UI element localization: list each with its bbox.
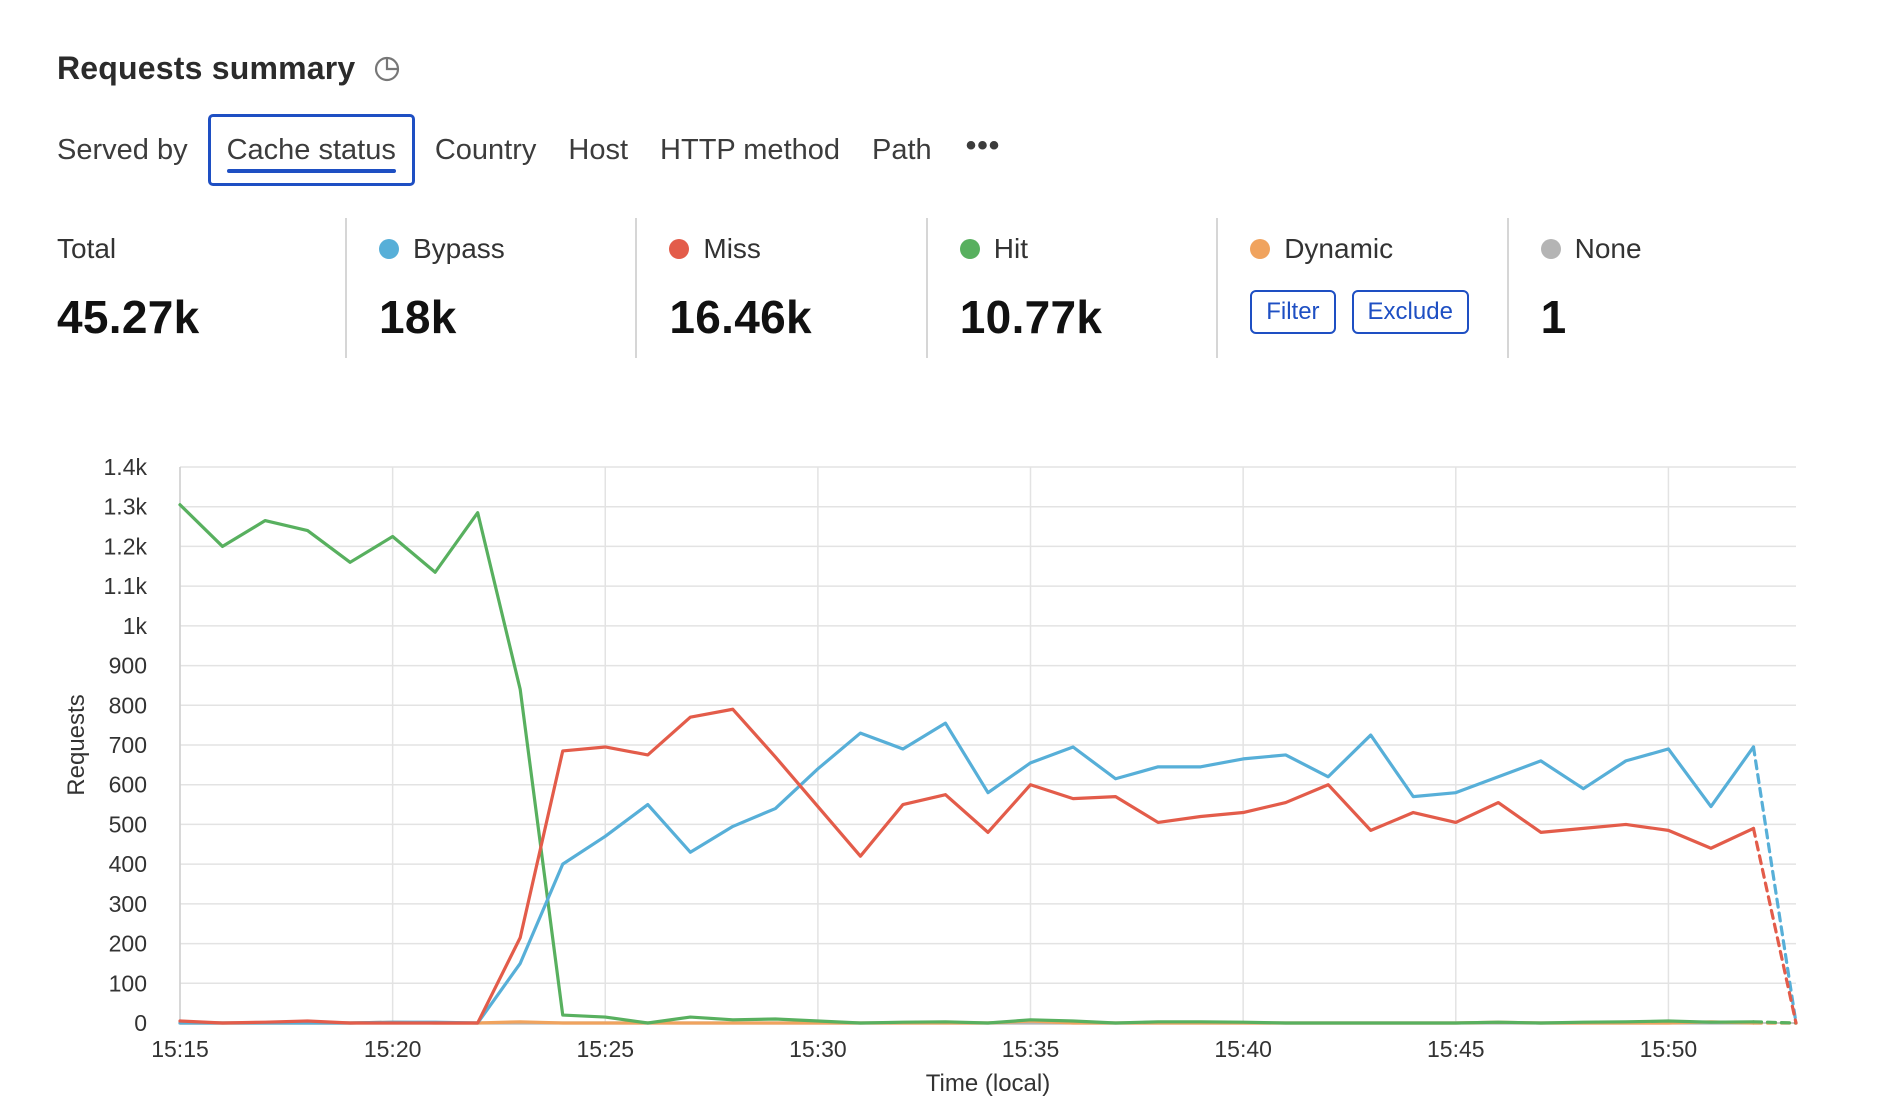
stat-hit-value: 10.77k xyxy=(959,291,1103,343)
more-tabs-icon[interactable]: ••• xyxy=(965,129,1001,162)
tab-host[interactable]: Host xyxy=(568,133,629,166)
x-tick-label: 15:15 xyxy=(151,1036,209,1062)
stat-total: Total 45.27k xyxy=(57,218,345,358)
requests-line-chart[interactable]: 0 100 200 300 400 500 600 700 800 900 1k 1.1k 1.2k 1.… xyxy=(0,430,1880,1108)
series-dashed-segment-miss xyxy=(1751,826,1798,1025)
y-tick-label: 1k xyxy=(123,613,148,639)
filter-button[interactable]: Filter xyxy=(1250,290,1336,334)
y-tick-label: 700 xyxy=(109,732,147,758)
x-tick-label: 15:40 xyxy=(1214,1036,1272,1062)
x-tick-label: 15:25 xyxy=(576,1036,634,1062)
series-dashed-segment-hit xyxy=(1751,1020,1798,1025)
y-tick-label: 200 xyxy=(109,931,147,957)
bypass-dot-icon xyxy=(378,239,399,259)
none-dot-icon xyxy=(1540,239,1561,259)
tab-cache-status[interactable]: Cache status xyxy=(207,114,415,186)
stat-hit-label: Hit xyxy=(993,233,1029,264)
y-tick-label: 900 xyxy=(109,653,147,679)
stat-bypass-value: 18k xyxy=(378,291,457,343)
stat-miss[interactable]: Miss 16.46k xyxy=(635,218,925,358)
title-row: Requests summary xyxy=(57,50,401,87)
y-tick-label: 0 xyxy=(134,1010,147,1036)
stat-miss-label: Miss xyxy=(703,233,761,264)
y-tick-label: 600 xyxy=(109,772,147,798)
series-dashed-segment-bypass xyxy=(1751,745,1798,1025)
stat-none[interactable]: None 1 xyxy=(1506,218,1797,358)
y-tick-label: 1.3k xyxy=(104,494,148,520)
y-axis-label: Requests xyxy=(63,694,90,795)
y-tick-label: 300 xyxy=(109,891,147,917)
series-line-miss xyxy=(178,707,1756,1025)
stat-hit[interactable]: Hit 10.77k xyxy=(925,218,1216,358)
y-tick-label: 400 xyxy=(109,851,147,877)
x-axis-label: Time (local) xyxy=(926,1070,1050,1097)
page-title: Requests summary xyxy=(57,50,356,86)
stat-none-label: None xyxy=(1574,233,1642,264)
pie-chart-icon[interactable] xyxy=(373,55,401,83)
tab-http-method[interactable]: HTTP method xyxy=(660,133,841,166)
x-tick-label: 15:45 xyxy=(1427,1036,1485,1062)
y-tick-label: 1.4k xyxy=(104,454,148,480)
stat-none-value: 1 xyxy=(1540,291,1567,343)
series-line-bypass xyxy=(178,721,1756,1025)
tab-country[interactable]: Country xyxy=(434,133,537,166)
y-tick-label: 1.2k xyxy=(104,533,148,559)
stat-total-value: 45.27k xyxy=(57,291,200,343)
x-tick-label: 15:20 xyxy=(364,1036,422,1062)
miss-dot-icon xyxy=(669,239,690,259)
stat-dynamic-label: Dynamic xyxy=(1284,233,1394,264)
x-tick-label: 15:50 xyxy=(1640,1036,1698,1062)
hit-dot-icon xyxy=(959,239,980,259)
stat-bypass[interactable]: Bypass 18k xyxy=(344,218,635,358)
stat-total-label: Total xyxy=(57,233,117,264)
x-tick-label: 15:35 xyxy=(1002,1036,1060,1062)
exclude-button[interactable]: Exclude xyxy=(1351,290,1469,334)
y-tick-label: 100 xyxy=(109,970,147,996)
tab-path[interactable]: Path xyxy=(872,133,932,166)
stat-dynamic[interactable]: Dynamic Filter Exclude xyxy=(1216,218,1506,358)
stats-row: Total 45.27k Bypass 18k Miss 16.46k Hit … xyxy=(57,218,1797,358)
tab-served-by[interactable]: Served by xyxy=(57,133,188,166)
series-line-hit xyxy=(178,503,1756,1025)
stat-bypass-label: Bypass xyxy=(412,233,505,264)
tab-bar: Served by Cache status Country Host HTTP… xyxy=(57,114,1018,186)
y-tick-label: 1.1k xyxy=(104,573,148,599)
y-tick-label: 500 xyxy=(109,811,147,837)
y-tick-label: 800 xyxy=(109,692,147,718)
stat-miss-value: 16.46k xyxy=(669,291,812,343)
dynamic-dot-icon xyxy=(1250,239,1271,259)
x-tick-label: 15:30 xyxy=(789,1036,847,1062)
dynamic-actions: Filter Exclude xyxy=(1250,290,1506,334)
